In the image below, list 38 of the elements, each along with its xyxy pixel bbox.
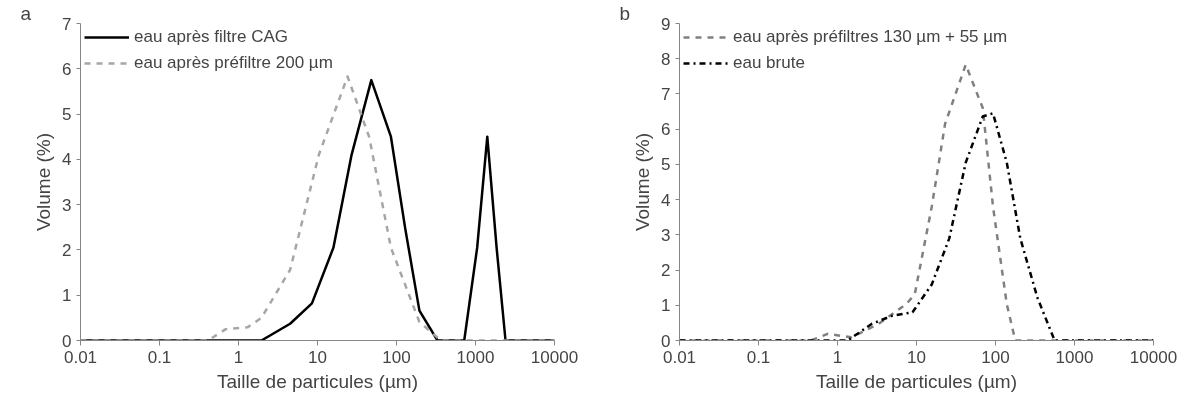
y-tick-label: 2 [62,240,72,260]
y-tick-label: 6 [62,59,72,79]
x-tick-label: 1000 [456,347,495,367]
text: b [619,2,631,24]
x-tick-label: 0.1 [147,347,172,367]
x-tick-label: 1000 [1055,347,1094,367]
y-tick-label: 3 [661,225,671,245]
x-tick-label: 100 [981,347,1010,367]
y-tick-label: 5 [62,105,72,125]
y-tick-label: 7 [62,14,72,34]
y-tick-label: 5 [661,155,671,175]
y-tick-label: 1 [661,296,671,316]
x-tick-label: 1 [233,347,244,367]
y-tick-label: 8 [661,49,671,69]
y-tick-label: 3 [62,195,72,215]
x-tick-label: 10 [907,347,926,367]
x-axis-title: Taille de particules (µm) [216,370,419,392]
legend-label: eau après préfiltres 130 µm + 55 µm [733,27,1008,47]
y-tick-label: 7 [661,84,671,104]
x-axis-title: Taille de particules (µm) [815,370,1018,392]
y-tick-label: 9 [661,14,671,34]
legend-label: eau après filtre CAG [134,27,289,47]
y-tick-label: 6 [661,120,671,140]
y-tick-label: 4 [661,190,671,210]
x-tick-label: 1 [832,347,843,367]
y-tick-label: 1 [62,286,72,306]
text: a [20,2,32,24]
legend-label: eau après préfiltre 200 µm [134,53,333,73]
x-tick-label: 0.1 [746,347,771,367]
x-tick-label: 100 [382,347,411,367]
legend-label: eau brute [733,53,805,73]
y-axis-title: Volume (%) [33,132,55,232]
y-axis-title: Volume (%) [632,132,654,232]
x-tick-label: 10000 [1129,347,1178,367]
y-tick-label: 2 [661,261,671,281]
x-tick-label: 10000 [530,347,579,367]
x-tick-label: 10 [308,347,327,367]
y-tick-label: 4 [62,150,72,170]
